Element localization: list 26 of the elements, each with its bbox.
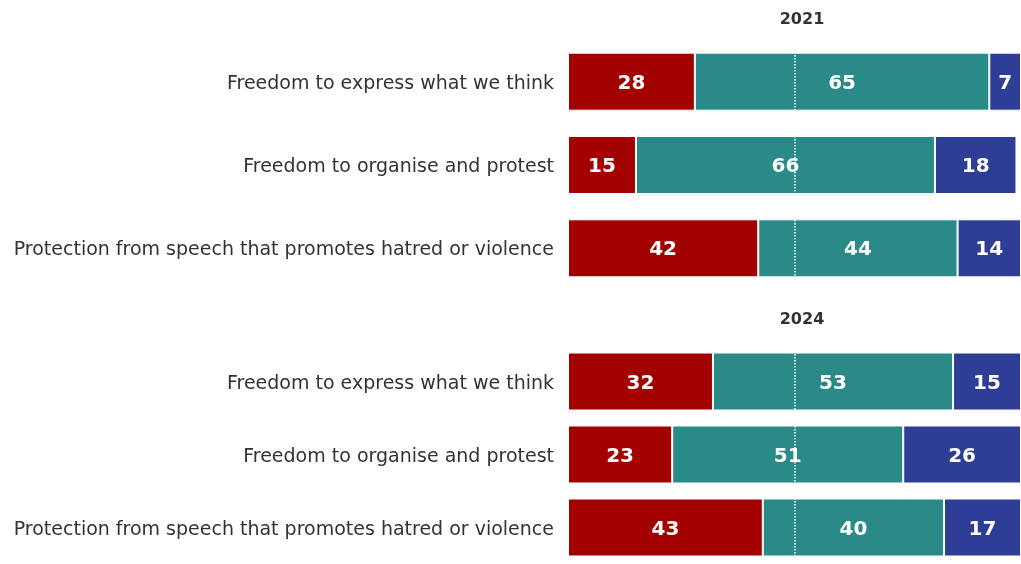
data-label: 32 (626, 369, 655, 394)
data-label: 18 (961, 153, 990, 177)
data-label: 51 (773, 442, 802, 467)
y-tick-label: Freedom to organise and protest (243, 443, 554, 466)
chart-title: 2024 (779, 308, 825, 328)
data-label: 28 (617, 69, 646, 94)
y-tick-label: Protection from speech that promotes hatred or violence (13, 237, 554, 260)
data-label: 65 (828, 69, 856, 94)
data-label: 15 (588, 153, 616, 177)
data-label: 17 (968, 515, 997, 540)
data-label: 42 (649, 236, 678, 261)
data-label: 14 (975, 236, 1004, 261)
y-tick-label: Freedom to express what we think (226, 370, 554, 393)
y-tick-label: Freedom to organise and protest (243, 154, 554, 176)
data-label: 53 (819, 369, 847, 394)
data-label: 66 (771, 153, 800, 177)
data-label: 23 (606, 442, 635, 467)
data-label: 43 (651, 515, 680, 540)
data-label: 7 (998, 69, 1013, 94)
data-label: 26 (948, 442, 977, 467)
y-tick-label: Protection from speech that promotes hatred or violence (13, 516, 554, 539)
data-label: 15 (973, 369, 1001, 394)
chart-title: 2021 (779, 8, 825, 28)
y-tick-label: Freedom to express what we think (226, 70, 554, 93)
data-label: 40 (839, 515, 868, 540)
data-label: 44 (844, 236, 872, 261)
